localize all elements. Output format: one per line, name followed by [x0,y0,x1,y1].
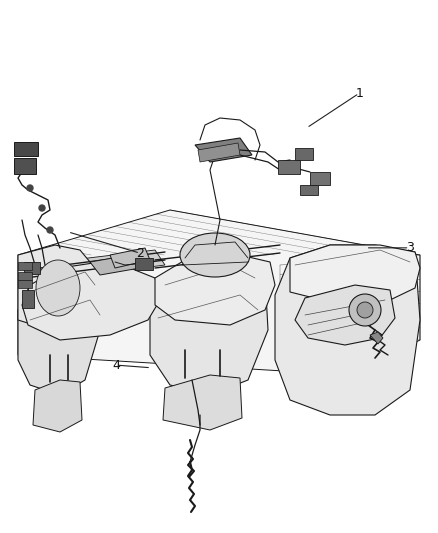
Polygon shape [275,245,420,415]
Circle shape [47,227,53,233]
Polygon shape [33,380,82,432]
Bar [135,258,153,270]
Polygon shape [370,332,383,344]
Polygon shape [198,143,240,162]
Bar [18,272,32,280]
Text: 4: 4 [112,359,120,372]
Bar [18,262,32,270]
Circle shape [39,205,45,211]
Polygon shape [30,250,165,280]
Text: 2: 2 [136,247,144,260]
Bar [24,262,40,274]
Polygon shape [18,210,420,375]
Bar [300,185,318,195]
Polygon shape [163,375,242,430]
Polygon shape [195,138,252,162]
Text: 3: 3 [406,241,413,254]
Polygon shape [18,268,100,395]
Bar [18,280,32,288]
Polygon shape [22,262,160,340]
Polygon shape [110,248,150,268]
Polygon shape [295,285,395,345]
Bar [310,172,330,185]
Bar [295,148,313,160]
Bar [278,160,300,174]
Polygon shape [90,255,140,275]
Polygon shape [360,316,374,326]
Ellipse shape [180,233,250,277]
Ellipse shape [349,294,381,326]
Bar [14,158,36,174]
Ellipse shape [36,260,80,316]
Polygon shape [155,255,275,325]
Text: 1: 1 [355,87,363,100]
Ellipse shape [357,302,373,318]
Circle shape [27,185,33,191]
Polygon shape [18,245,95,330]
Polygon shape [150,258,268,395]
Bar [14,142,38,156]
Bar [22,290,34,308]
Polygon shape [290,245,420,302]
